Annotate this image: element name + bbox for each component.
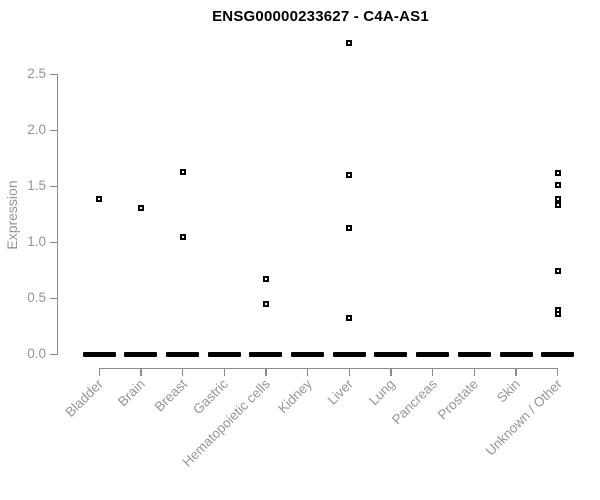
x-tick-mark (140, 368, 142, 376)
y-tick-label: 2.0 (27, 122, 46, 138)
y-tick-mark (50, 73, 57, 76)
y-tick-label: 1.5 (27, 178, 46, 194)
x-tick-mark (473, 368, 476, 376)
x-tick-label: Gastric (190, 376, 232, 418)
x-tick-label: Prostate (435, 376, 482, 423)
x-tick-mark (265, 368, 267, 376)
x-tick-mark (307, 368, 309, 376)
y-tick-label: 2.5 (27, 66, 46, 82)
data-point (554, 182, 561, 189)
data-point (137, 204, 144, 211)
y-tick-mark (50, 185, 57, 188)
data-point (554, 268, 561, 275)
x-tick-label: Brain (114, 376, 148, 410)
zero-cluster-bar (207, 351, 241, 358)
zero-cluster-bar (249, 351, 283, 358)
x-tick-label: Kidney (274, 376, 315, 417)
data-point (346, 39, 353, 46)
y-axis-line (57, 74, 59, 356)
chart-title: ENSG00000233627 - C4A-AS1 (212, 8, 429, 25)
x-tick-label: Liver (324, 376, 357, 408)
x-tick-mark (557, 368, 559, 376)
x-tick-mark (223, 368, 225, 376)
data-point (346, 315, 353, 322)
data-point (262, 300, 269, 307)
data-point (554, 195, 561, 202)
y-tick-label: 0.5 (27, 290, 46, 306)
zero-cluster-bar (291, 351, 325, 358)
data-point (554, 169, 561, 176)
y-tick-mark (50, 353, 57, 356)
y-tick-label: 1.0 (27, 234, 46, 250)
data-point (179, 168, 186, 175)
x-tick-mark (98, 368, 100, 376)
y-tick-mark (50, 297, 57, 300)
zero-cluster-bar (124, 351, 158, 358)
x-tick-mark (515, 368, 517, 376)
y-tick-label: 0.0 (27, 346, 46, 362)
x-tick-label: Breast (151, 376, 190, 415)
data-point (96, 195, 103, 202)
zero-cluster-bar (166, 351, 200, 358)
zero-cluster-bar (541, 351, 575, 358)
x-axis-line (98, 368, 559, 370)
zero-cluster-bar (416, 351, 450, 358)
zero-cluster-bar (457, 351, 491, 358)
zero-cluster-bar (374, 351, 408, 358)
x-tick-label: Skin (493, 376, 523, 406)
data-point (179, 233, 186, 240)
x-tick-label: Pancreas (388, 376, 440, 428)
x-tick-mark (390, 368, 392, 376)
x-tick-label: Lung (366, 376, 398, 409)
zero-cluster-bar (332, 351, 366, 358)
x-tick-mark (182, 368, 184, 376)
data-point (346, 172, 353, 179)
data-point (346, 224, 353, 231)
y-tick-mark (50, 241, 57, 244)
data-point (262, 276, 269, 283)
x-tick-mark (432, 368, 434, 376)
data-point (554, 310, 561, 317)
zero-cluster-bar (82, 351, 116, 358)
x-tick-mark (348, 368, 351, 376)
data-point (554, 202, 561, 209)
y-tick-mark (50, 129, 57, 132)
zero-cluster-bar (499, 351, 533, 358)
x-tick-label: Unknown / Other (482, 376, 565, 459)
x-tick-label: Bladder (62, 376, 107, 420)
